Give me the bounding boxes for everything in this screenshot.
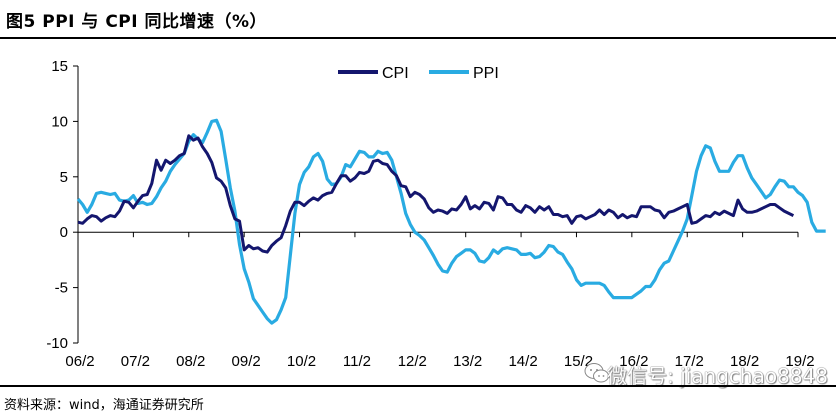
x-tick-label: 06/2 (65, 353, 94, 370)
x-tick-label: 10/2 (287, 353, 316, 370)
chart-header: 图5 PPI 与 CPI 同比增速（%） (0, 0, 836, 39)
y-tick-label: -10 (46, 335, 68, 352)
series-line-ppi (76, 118, 826, 325)
y-tick-label: 0 (60, 224, 68, 241)
x-tick-label: 17/2 (675, 353, 704, 370)
y-tick-label: 15 (51, 58, 68, 75)
x-tick-label: 14/2 (508, 353, 537, 370)
wechat-icon (584, 363, 609, 383)
source-text: 资料来源：wind，海通证券研究所 (4, 398, 204, 413)
legend-label-cpi: CPI (382, 65, 409, 82)
source-note: 资料来源：wind，海通证券研究所 (0, 385, 836, 414)
y-tick-label: 10 (51, 113, 68, 130)
line-chart: -10 -5 0 5 10 15 06/2 07/2 08/2 09/2 10/2 11/2 12/2 1… (46, 58, 826, 370)
watermark: 微信号: jiangchao8848 (607, 364, 828, 388)
x-tick-label: 16/2 (619, 353, 648, 370)
x-tick-label: 13/2 (453, 353, 482, 370)
x-tick-label: 19/2 (785, 353, 814, 370)
y-tick-label: 5 (60, 169, 68, 186)
legend-label-ppi: PPI (473, 65, 499, 82)
x-tick-label: 08/2 (176, 353, 205, 370)
y-tick-label: -5 (55, 280, 68, 297)
x-tick-label: 18/2 (730, 353, 759, 370)
chart-title: 图5 PPI 与 CPI 同比增速（%） (6, 12, 268, 32)
x-tick-label: 09/2 (232, 353, 261, 370)
x-tick-label: 07/2 (121, 353, 150, 370)
x-tick-label: 12/2 (398, 353, 427, 370)
series-line-cpi (77, 134, 795, 254)
x-tick-label: 11/2 (343, 353, 371, 370)
x-tick-label: 15/2 (564, 353, 593, 370)
